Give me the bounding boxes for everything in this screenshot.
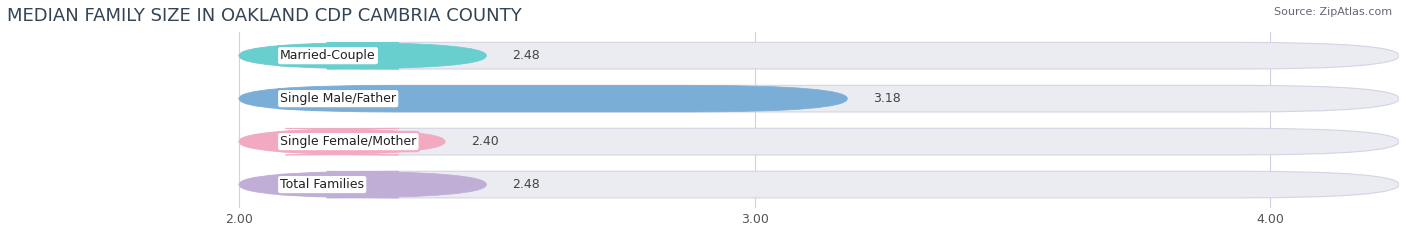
Text: MEDIAN FAMILY SIZE IN OAKLAND CDP CAMBRIA COUNTY: MEDIAN FAMILY SIZE IN OAKLAND CDP CAMBRI… [7,7,522,25]
Text: 2.48: 2.48 [512,178,540,191]
Text: Single Female/Mother: Single Female/Mother [280,135,416,148]
FancyBboxPatch shape [239,128,446,155]
FancyBboxPatch shape [239,128,1399,155]
FancyBboxPatch shape [239,171,1399,198]
Text: 2.48: 2.48 [512,49,540,62]
FancyBboxPatch shape [239,85,1399,112]
Text: Married-Couple: Married-Couple [280,49,375,62]
FancyBboxPatch shape [239,42,486,69]
Text: Single Male/Father: Single Male/Father [280,92,396,105]
Text: Total Families: Total Families [280,178,364,191]
Text: 2.40: 2.40 [471,135,499,148]
FancyBboxPatch shape [239,85,848,112]
FancyBboxPatch shape [239,42,1399,69]
FancyBboxPatch shape [239,171,486,198]
Text: Source: ZipAtlas.com: Source: ZipAtlas.com [1274,7,1392,17]
Text: 3.18: 3.18 [873,92,901,105]
